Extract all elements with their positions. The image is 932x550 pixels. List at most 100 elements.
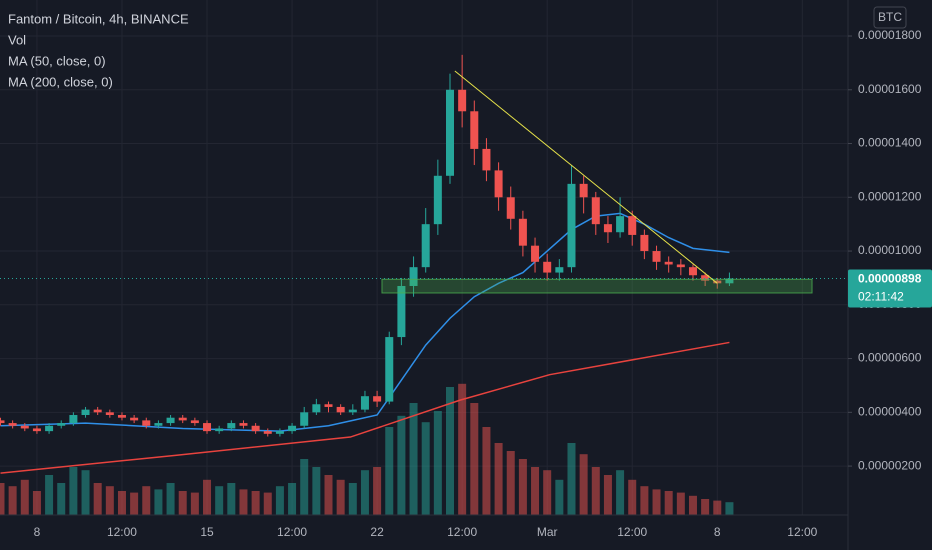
volume-bar <box>81 470 90 515</box>
candle-body <box>652 251 661 262</box>
y-tick-label: 0.00001600 <box>858 82 922 96</box>
candle-body <box>69 415 78 424</box>
candle-body <box>494 170 503 198</box>
volume-bar <box>190 492 199 515</box>
candle-body <box>725 278 734 284</box>
y-tick-label: 0.00001200 <box>858 189 922 203</box>
last-price-label: 0.00000898 <box>858 272 922 286</box>
volume-bar <box>701 499 710 515</box>
y-tick-label: 0.00000600 <box>858 351 922 365</box>
candle-body <box>506 197 515 219</box>
volume-bar <box>154 489 163 515</box>
candle-body <box>203 423 212 432</box>
volume-bar <box>0 483 5 515</box>
candle-body <box>385 337 394 402</box>
volume-bar <box>458 383 467 515</box>
candle-body <box>190 420 199 424</box>
candle-body <box>300 412 309 426</box>
x-tick-label: Mar <box>537 525 558 539</box>
candle-body <box>166 417 175 424</box>
volume-bar <box>215 486 224 515</box>
currency-box[interactable] <box>873 6 907 29</box>
volume-bar <box>518 459 527 515</box>
candle-body <box>458 89 467 112</box>
volume-bar <box>676 492 685 515</box>
candle-body <box>336 406 345 413</box>
candle-body <box>154 423 163 426</box>
x-tick-label: 12:00 <box>277 525 307 539</box>
candle-body <box>215 428 224 432</box>
y-tick-label: 0.00000400 <box>858 404 922 418</box>
currency-label[interactable]: BTC <box>878 10 902 24</box>
volume-bar <box>579 454 588 515</box>
support-zone[interactable] <box>381 278 813 294</box>
candle-body <box>324 404 333 407</box>
moving-average-line <box>0 212 730 432</box>
grid <box>0 0 848 515</box>
candle-body <box>373 396 382 402</box>
volume-bar <box>227 483 236 515</box>
volume-bar <box>616 470 625 515</box>
candle-body <box>57 423 66 426</box>
candle-body <box>0 420 5 424</box>
candle-body <box>93 409 102 413</box>
volume-bar <box>336 479 345 515</box>
candle-body <box>130 417 139 421</box>
axes: 0.000002000.000004000.000006000.00000800… <box>34 28 932 539</box>
volume-bar <box>506 451 515 515</box>
candle-body <box>275 431 284 434</box>
candle-body <box>105 412 114 416</box>
volume-bar <box>117 491 126 515</box>
candle-body <box>688 267 697 276</box>
volume-bar <box>20 479 29 515</box>
volume-bar <box>300 459 309 515</box>
volume-bar <box>8 486 17 515</box>
candle-body <box>421 224 430 268</box>
volume-bar <box>263 492 272 515</box>
volume-bar <box>555 479 564 515</box>
candle-body <box>45 425 54 432</box>
volume-bar <box>166 483 175 515</box>
x-tick-label: 8 <box>714 525 721 539</box>
volume-bar <box>69 467 78 515</box>
candle-body <box>20 425 29 429</box>
x-tick-label: 15 <box>200 525 214 539</box>
last-price-box <box>848 269 932 308</box>
plot-area <box>0 54 848 515</box>
volume-bar <box>373 467 382 515</box>
volume-bar <box>142 486 151 515</box>
volume-bar <box>105 486 114 515</box>
candle-body <box>579 183 588 198</box>
volume-bar <box>543 470 552 515</box>
volume-bar <box>628 479 637 515</box>
candle-body <box>543 261 552 273</box>
volume-bar <box>239 489 248 515</box>
candle-body <box>531 245 540 262</box>
volume-bar <box>32 491 41 515</box>
volume-bar <box>93 483 102 515</box>
series-legend: MA (50, close, 0) <box>8 53 106 68</box>
volume-bar <box>664 491 673 515</box>
candle-body <box>32 428 41 432</box>
candle-body <box>701 275 710 281</box>
x-tick-label: 8 <box>34 525 41 539</box>
volume-bar <box>178 491 187 515</box>
candle-body <box>8 423 17 426</box>
moving-average-line <box>0 341 730 474</box>
candle-body <box>616 216 625 233</box>
x-tick-label: 12:00 <box>447 525 477 539</box>
volume-bar <box>275 486 284 515</box>
volume-bar <box>494 443 503 515</box>
candle-body <box>640 234 649 252</box>
volume-bar <box>421 422 430 515</box>
candle-body <box>518 218 527 246</box>
volume-bar <box>360 470 369 515</box>
series-legend: MA (200, close, 0) <box>8 74 113 89</box>
candle-body <box>676 264 685 268</box>
candle-body <box>603 224 612 233</box>
volume-bar <box>531 467 540 515</box>
candle-body <box>312 404 321 413</box>
trendline[interactable] <box>454 70 718 284</box>
candle-body <box>397 285 406 338</box>
